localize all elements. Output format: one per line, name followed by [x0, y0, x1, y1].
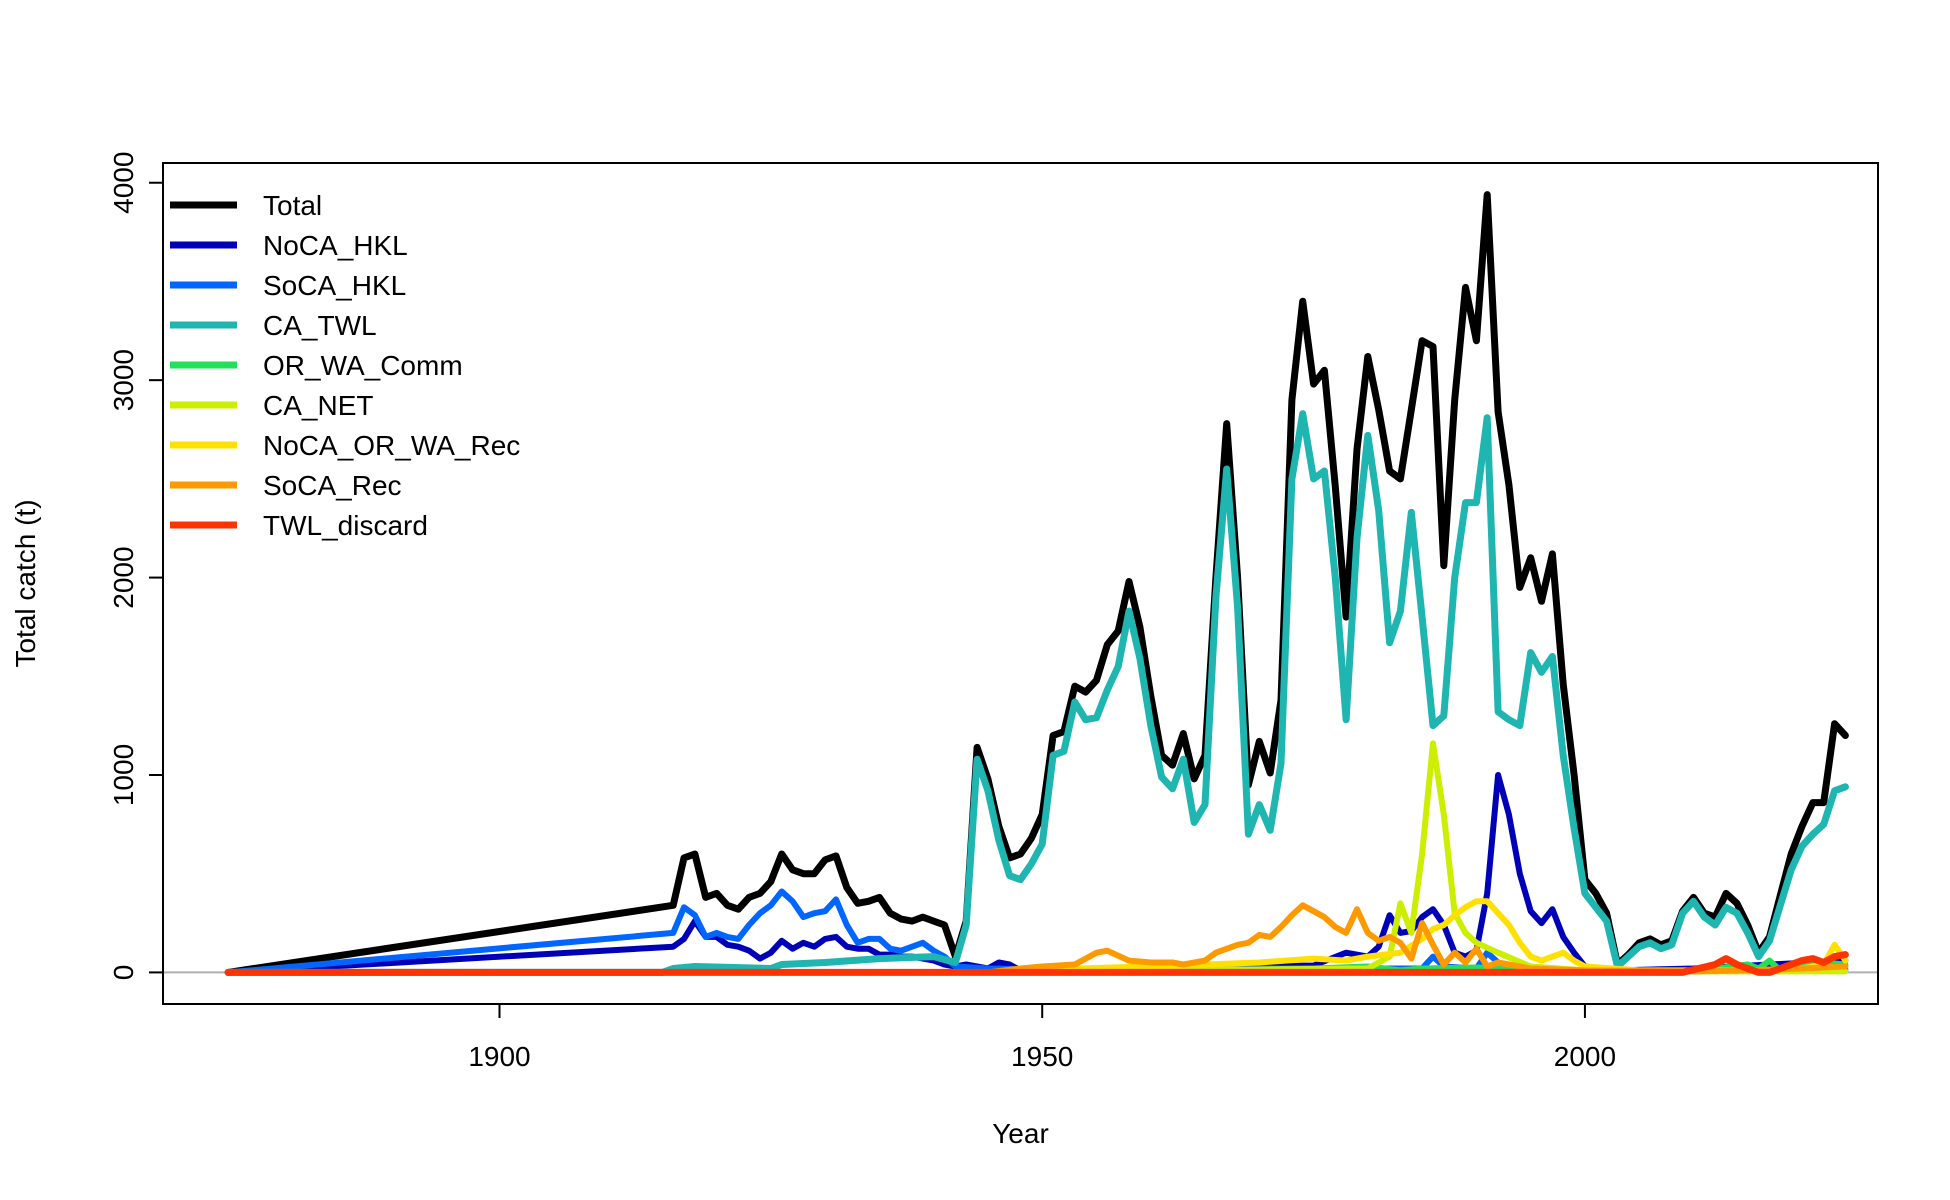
- y-axis-title: Total catch (t): [10, 499, 41, 667]
- series-line-soca-hkl: [225, 888, 1849, 976]
- x-tick-label: 1900: [468, 1041, 530, 1072]
- x-tick-label: 2000: [1554, 1041, 1616, 1072]
- legend-label-noca-or-wa-rec: NoCA_OR_WA_Rec: [263, 430, 520, 461]
- series-line-soca-rec: [225, 902, 1849, 976]
- y-tick-label: 0: [108, 965, 139, 981]
- x-tick-label: 1950: [1011, 1041, 1073, 1072]
- legend-label-twl-discard: TWL_discard: [263, 510, 428, 541]
- legend-label-ca-twl: CA_TWL: [263, 310, 377, 341]
- series-line-noca-hkl: [225, 772, 1849, 976]
- y-axis: 0 1000 2000 3000 4000: [108, 152, 163, 981]
- legend-label-noca-hkl: NoCA_HKL: [263, 230, 408, 261]
- legend-label-soca-rec: SoCA_Rec: [263, 470, 402, 501]
- legend-label-or-wa-comm: OR_WA_Comm: [263, 350, 463, 381]
- series-line-total: [224, 191, 1849, 976]
- x-axis: 1900 1950 2000: [468, 1004, 1616, 1072]
- y-tick-label: 1000: [108, 744, 139, 806]
- legend-label-soca-hkl: SoCA_HKL: [263, 270, 406, 301]
- y-tick-label: 3000: [108, 349, 139, 411]
- legend-label-ca-net: CA_NET: [263, 390, 373, 421]
- series-line-ca-twl: [224, 410, 1849, 976]
- x-axis-title: Year: [992, 1118, 1049, 1149]
- legend-label-total: Total: [263, 190, 322, 221]
- series-line-twl-discard: [224, 951, 1849, 976]
- y-tick-label: 2000: [108, 546, 139, 608]
- plot-frame: [162, 162, 1879, 1005]
- series-lines: [224, 191, 1849, 976]
- legend: Total NoCA_HKL SoCA_HKL CA_TWL OR_WA_Comm CA_…: [170, 190, 520, 541]
- y-tick-label: 4000: [108, 152, 139, 214]
